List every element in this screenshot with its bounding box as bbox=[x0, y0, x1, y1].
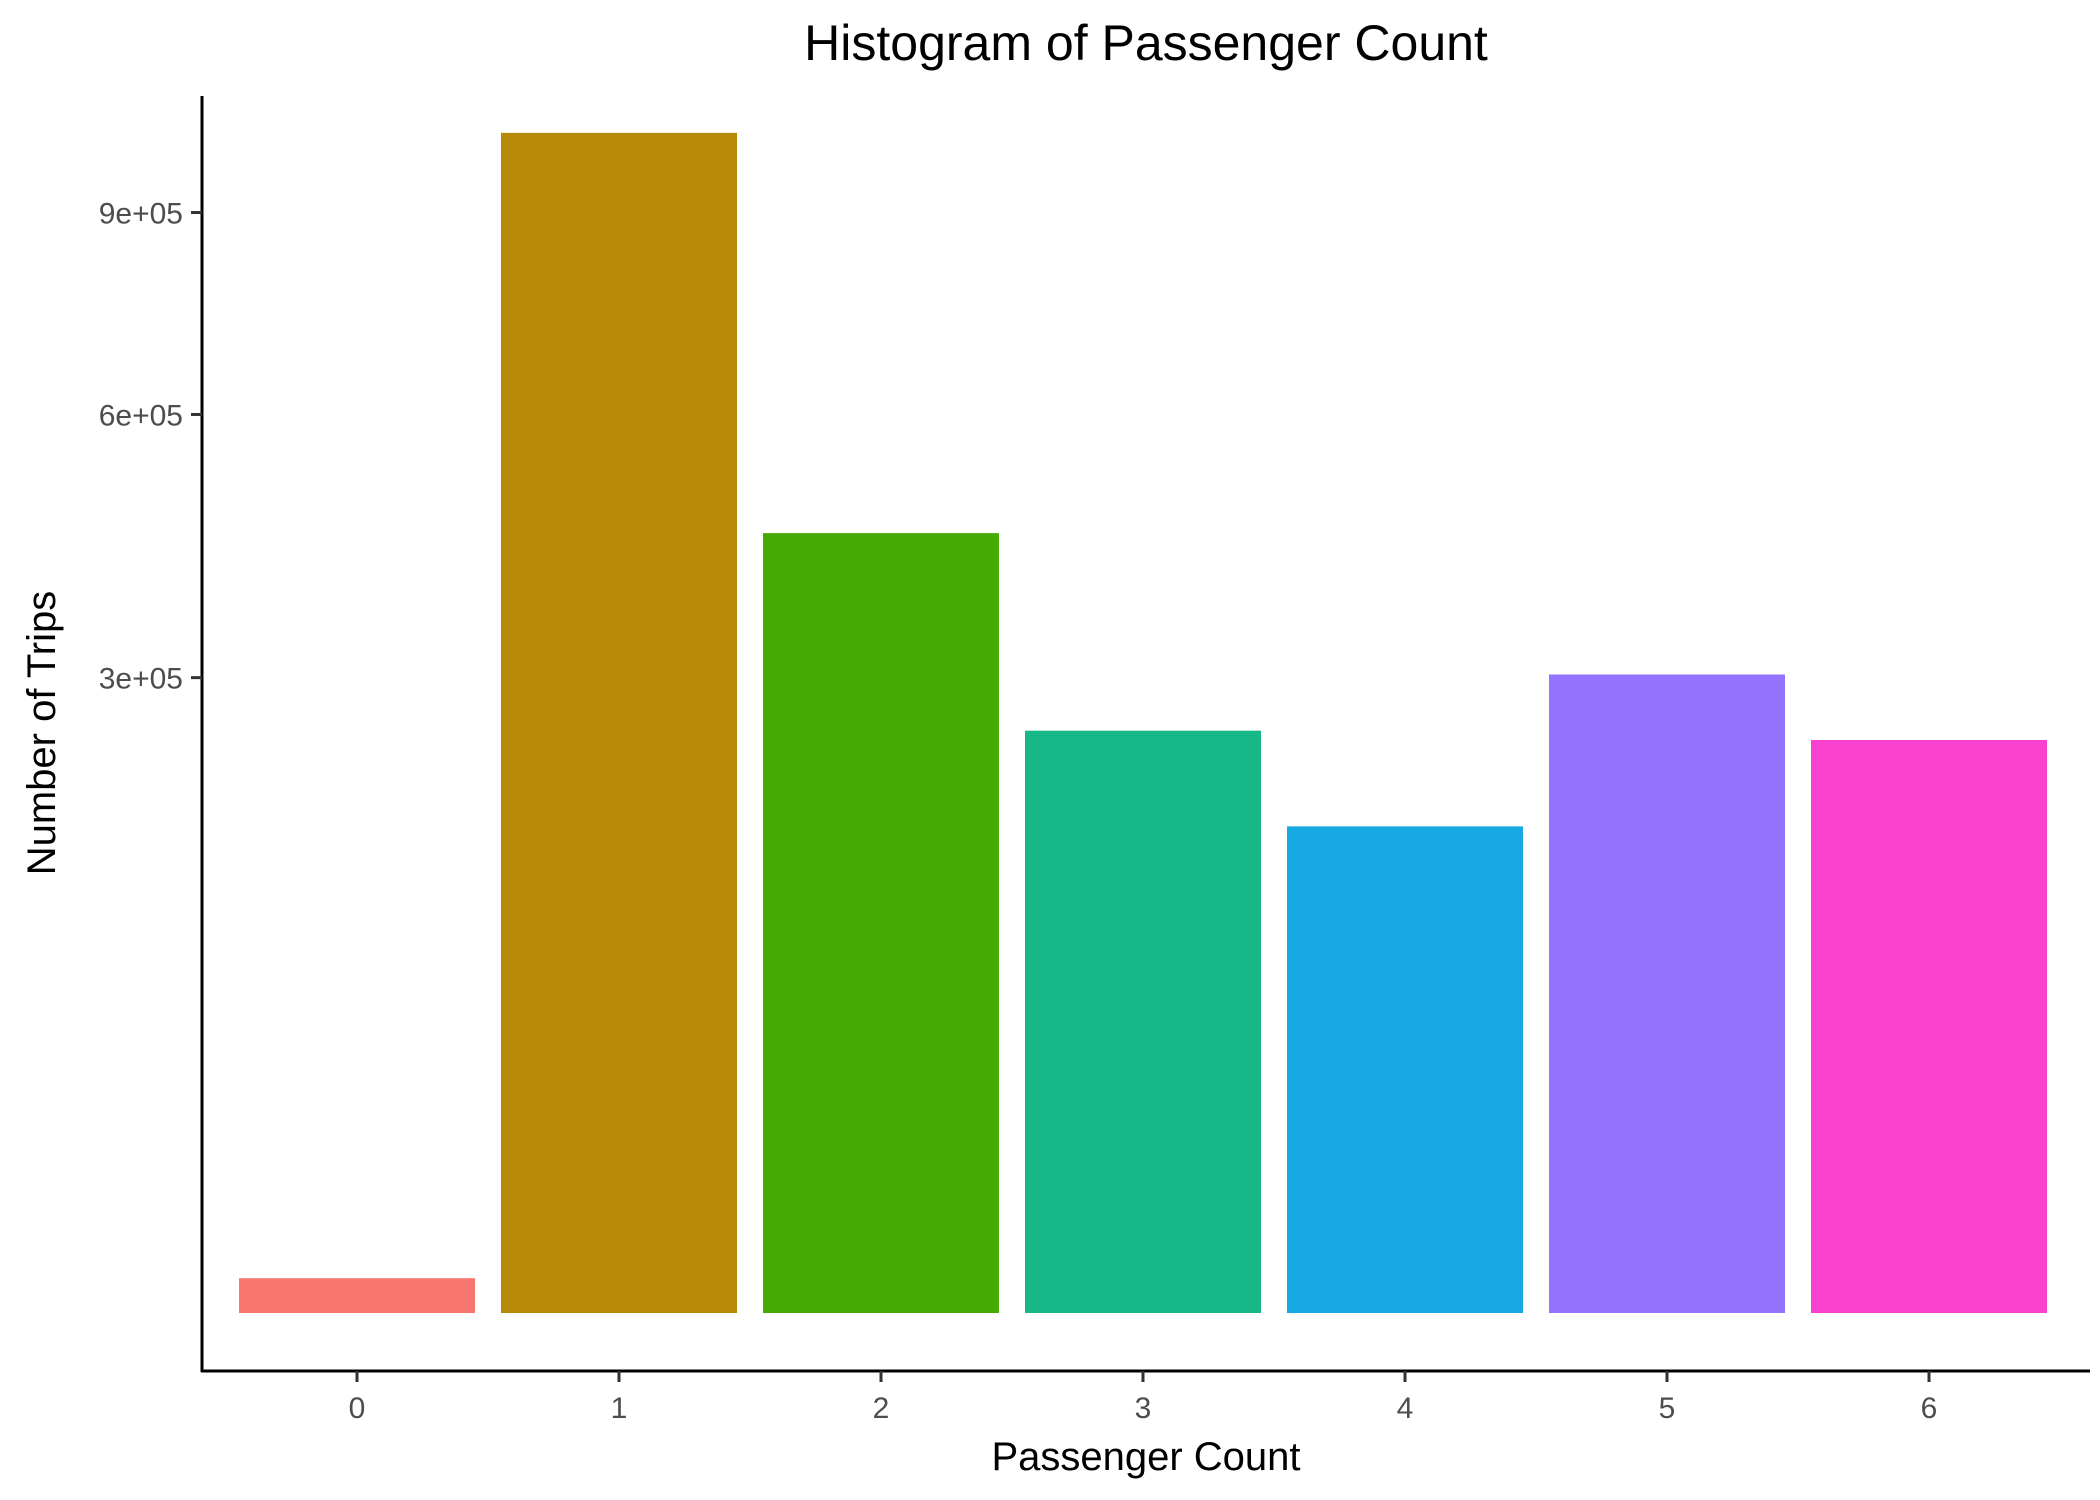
x-tick-label: 5 bbox=[1659, 1392, 1676, 1425]
bar-0 bbox=[239, 1278, 475, 1313]
bar-3 bbox=[1025, 730, 1261, 1313]
x-tick-label: 1 bbox=[611, 1392, 628, 1425]
y-ticks: 3e+05 6e+05 9e+05 bbox=[99, 198, 202, 696]
chart-title: Histogram of Passenger Count bbox=[804, 15, 1488, 71]
bar-2 bbox=[763, 533, 999, 1313]
bar-5 bbox=[1549, 674, 1785, 1313]
bar-6 bbox=[1811, 740, 2047, 1313]
y-tick-label: 6e+05 bbox=[99, 399, 183, 432]
y-axis-title: Number of Trips bbox=[20, 591, 64, 876]
x-tick-label: 3 bbox=[1135, 1392, 1152, 1425]
x-tick-label: 4 bbox=[1397, 1392, 1414, 1425]
y-tick-label: 9e+05 bbox=[99, 198, 183, 231]
x-tick-label: 2 bbox=[873, 1392, 890, 1425]
bar-4 bbox=[1287, 826, 1523, 1313]
bar-1 bbox=[501, 132, 737, 1313]
x-ticks: 0 1 2 3 4 5 6 bbox=[349, 1371, 1938, 1425]
y-tick-label: 3e+05 bbox=[99, 663, 183, 696]
x-axis-title: Passenger Count bbox=[991, 1435, 1300, 1479]
bars bbox=[239, 132, 2047, 1313]
x-tick-label: 6 bbox=[1921, 1392, 1938, 1425]
x-tick-label: 0 bbox=[349, 1392, 366, 1425]
